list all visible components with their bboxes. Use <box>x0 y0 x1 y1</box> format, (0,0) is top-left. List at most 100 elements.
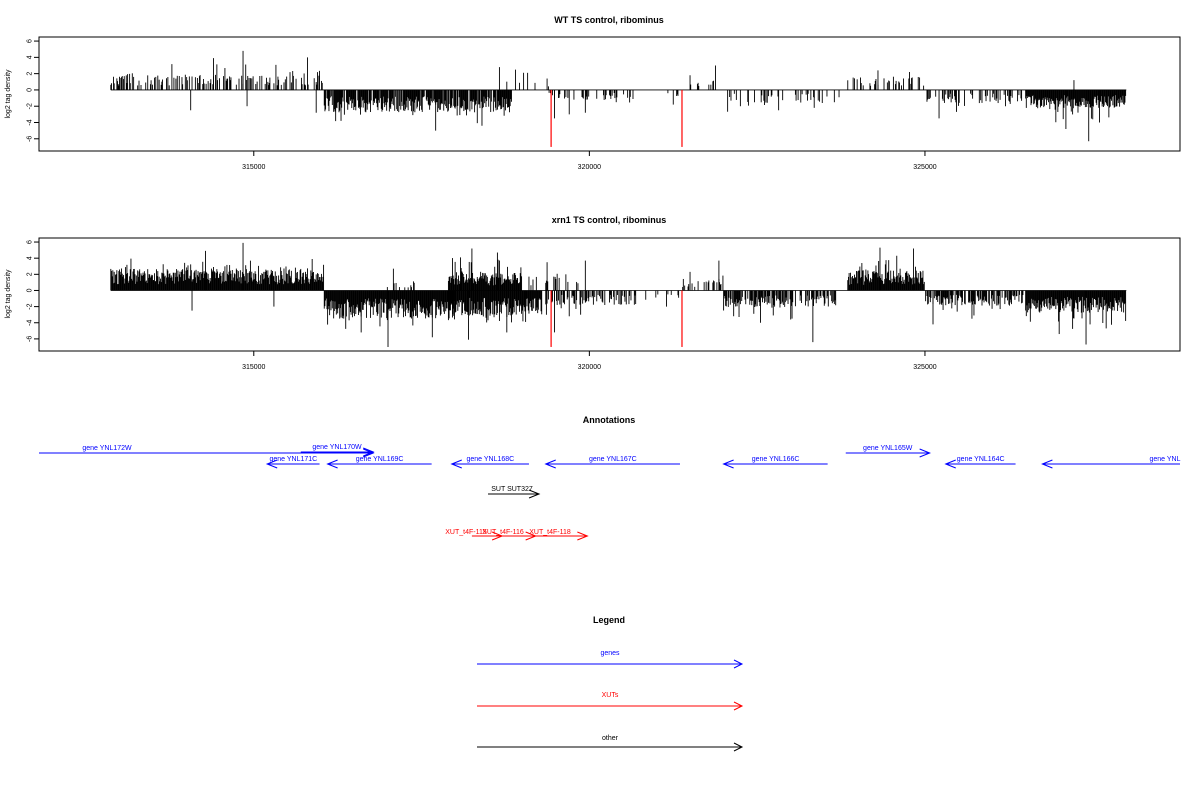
xrn1-ytick-minus-6-label: -6 <box>26 336 33 342</box>
feature-label: gene YNL172W <box>82 445 132 452</box>
annotation-feature: XUT_t4F-118 <box>529 529 589 541</box>
xrn1-xtick-315000-label: 315000 <box>242 364 265 371</box>
legend-other-label: other <box>602 735 619 742</box>
wt-markers <box>550 89 683 147</box>
feature-label: gene YNL167C <box>589 456 637 463</box>
wt-ytick-minus-6-label: -6 <box>26 136 33 142</box>
xrn1-track-frame <box>38 237 1181 352</box>
legend-xuts-arrowhead <box>733 701 744 711</box>
wt-ytick-0: 0 <box>26 88 39 92</box>
wt-ytick-6-label: 6 <box>26 39 33 43</box>
feature-label: SUT SUT327 <box>491 486 533 493</box>
legend-genes-label: genes <box>600 650 620 657</box>
legend-genes-arrowhead <box>733 659 744 669</box>
feature-arrowhead <box>544 459 556 469</box>
wt-track-ylabel: log2 tag density <box>5 69 12 119</box>
wt-bars <box>110 50 1127 142</box>
feature-arrowhead <box>363 447 375 457</box>
feature-arrowhead <box>1041 459 1053 469</box>
wt-ytick-minus-4-label: -4 <box>26 119 33 125</box>
xrn1-xtick-325000-label: 325000 <box>913 364 936 371</box>
feature-arrowhead <box>326 459 338 469</box>
wt-ytick-2: 2 <box>26 72 39 76</box>
xrn1-ytick-minus-4: -4 <box>26 320 39 326</box>
feature-arrowhead <box>265 459 278 469</box>
wt-ytick-minus-6: -6 <box>26 136 39 142</box>
xrn1-ytick-4-label: 4 <box>26 256 33 260</box>
annotation-feature: gene YNL164C <box>944 456 1016 469</box>
wt-track-frame <box>38 36 1181 152</box>
feature-label: XUT_t4F-116 <box>482 529 524 536</box>
xrn1-xtick-320000: 320000 <box>578 351 601 371</box>
wt-ytick-6: 6 <box>26 39 39 43</box>
feature-label: gene YNL171C <box>270 456 318 463</box>
xrn1-track-panel: xrn1 TS control, ribominus log2 tag dens… <box>5 215 1181 371</box>
annotation-feature: gene YNL166C <box>722 456 828 469</box>
xrn1-ytick-0-label: 0 <box>26 288 33 292</box>
feature-arrowhead <box>577 531 589 541</box>
xrn1-ytick-minus-2: -2 <box>26 303 39 310</box>
feature-arrowhead <box>722 459 734 469</box>
feature-label: XUT_t4F-118 <box>529 529 571 536</box>
annotation-feature: gene YNL171C <box>265 456 320 469</box>
legend-item-other: other <box>477 735 744 752</box>
xrn1-ytick-4: 4 <box>26 256 39 260</box>
xrn1-xtick-320000-label: 320000 <box>578 364 601 371</box>
annotations-panel: Annotations gene YNL172W gene YNL170Wgene… <box>39 415 1181 541</box>
xrn1-xtick-315000: 315000 <box>242 351 266 371</box>
xrn1-track-ylabel: log2 tag density <box>5 269 12 319</box>
feature-label: XUT_t4F-115 <box>445 529 487 536</box>
wt-xtick-325000-label: 325000 <box>913 164 936 171</box>
feature-arrowhead <box>919 448 931 458</box>
wt-ytick-minus-2: -2 <box>26 103 39 109</box>
annotation-feature: gene YNL165W <box>845 445 931 458</box>
annotation-feature: XUT_t4F-116 <box>482 529 538 541</box>
feature-label: gene YNL165W <box>863 445 913 452</box>
legend-title: Legend <box>593 615 625 625</box>
annotations-title: Annotations <box>583 415 636 425</box>
legend-other-arrowhead <box>733 742 744 752</box>
xrn1-track-title: xrn1 TS control, ribominus <box>552 215 667 225</box>
feature-label: gene YNL170W <box>312 444 362 451</box>
annotation-feature: SUT SUT327 <box>488 486 541 499</box>
feature-label: gene YNL166C <box>752 456 800 463</box>
xrn1-ytick-6-label: 6 <box>26 240 33 244</box>
wt-track-title: WT TS control, ribominus <box>554 15 664 25</box>
legend-panel: Legend genes XUTs other <box>477 615 744 752</box>
xrn1-ytick-0: 0 <box>26 288 39 292</box>
annotation-feature: gene YNL170W <box>300 444 375 457</box>
wt-xtick-315000: 315000 <box>242 151 266 171</box>
wt-ytick-minus-4: -4 <box>26 119 39 126</box>
wt-ytick-minus-2-label: -2 <box>26 103 33 109</box>
legend-xuts-label: XUTs <box>602 692 619 699</box>
annotation-features: gene YNL172W gene YNL170W gene YNL171C gene… <box>39 444 1181 541</box>
wt-ytick-2-label: 2 <box>26 72 33 76</box>
annotation-feature: gene YNL167C <box>544 456 680 469</box>
feature-arrowhead <box>944 459 956 469</box>
xrn1-ytick-2-label: 2 <box>26 272 33 276</box>
annotation-feature: gene YNL <box>1041 456 1181 469</box>
feature-label: gene YNL164C <box>957 456 1005 463</box>
wt-xtick-325000: 325000 <box>913 151 937 171</box>
xrn1-ytick-2: 2 <box>26 272 39 276</box>
legend-item-xuts: XUTs <box>477 692 744 711</box>
xrn1-ytick-minus-2-label: -2 <box>26 303 33 309</box>
wt-xtick-320000: 320000 <box>578 151 601 171</box>
wt-track-panel: WT TS control, ribominus log2 tag densit… <box>5 15 1181 171</box>
wt-ytick-4: 4 <box>26 55 39 59</box>
xrn1-markers <box>550 290 683 347</box>
feature-label: gene YNL <box>1149 456 1180 463</box>
feature-arrowhead <box>363 448 375 458</box>
xrn1-ytick-minus-6: -6 <box>26 336 39 342</box>
xrn1-ytick-minus-4-label: -4 <box>26 320 33 326</box>
feature-arrowhead <box>450 459 462 469</box>
legend-item-genes: genes <box>477 650 744 669</box>
xrn1-xtick-325000: 325000 <box>913 351 937 371</box>
xrn1-bars <box>110 242 1127 347</box>
xrn1-ytick-6: 6 <box>26 240 39 244</box>
feature-label: gene YNL169C <box>356 456 404 463</box>
annotation-feature: gene YNL169C <box>326 456 432 469</box>
wt-xtick-315000-label: 315000 <box>242 164 265 171</box>
